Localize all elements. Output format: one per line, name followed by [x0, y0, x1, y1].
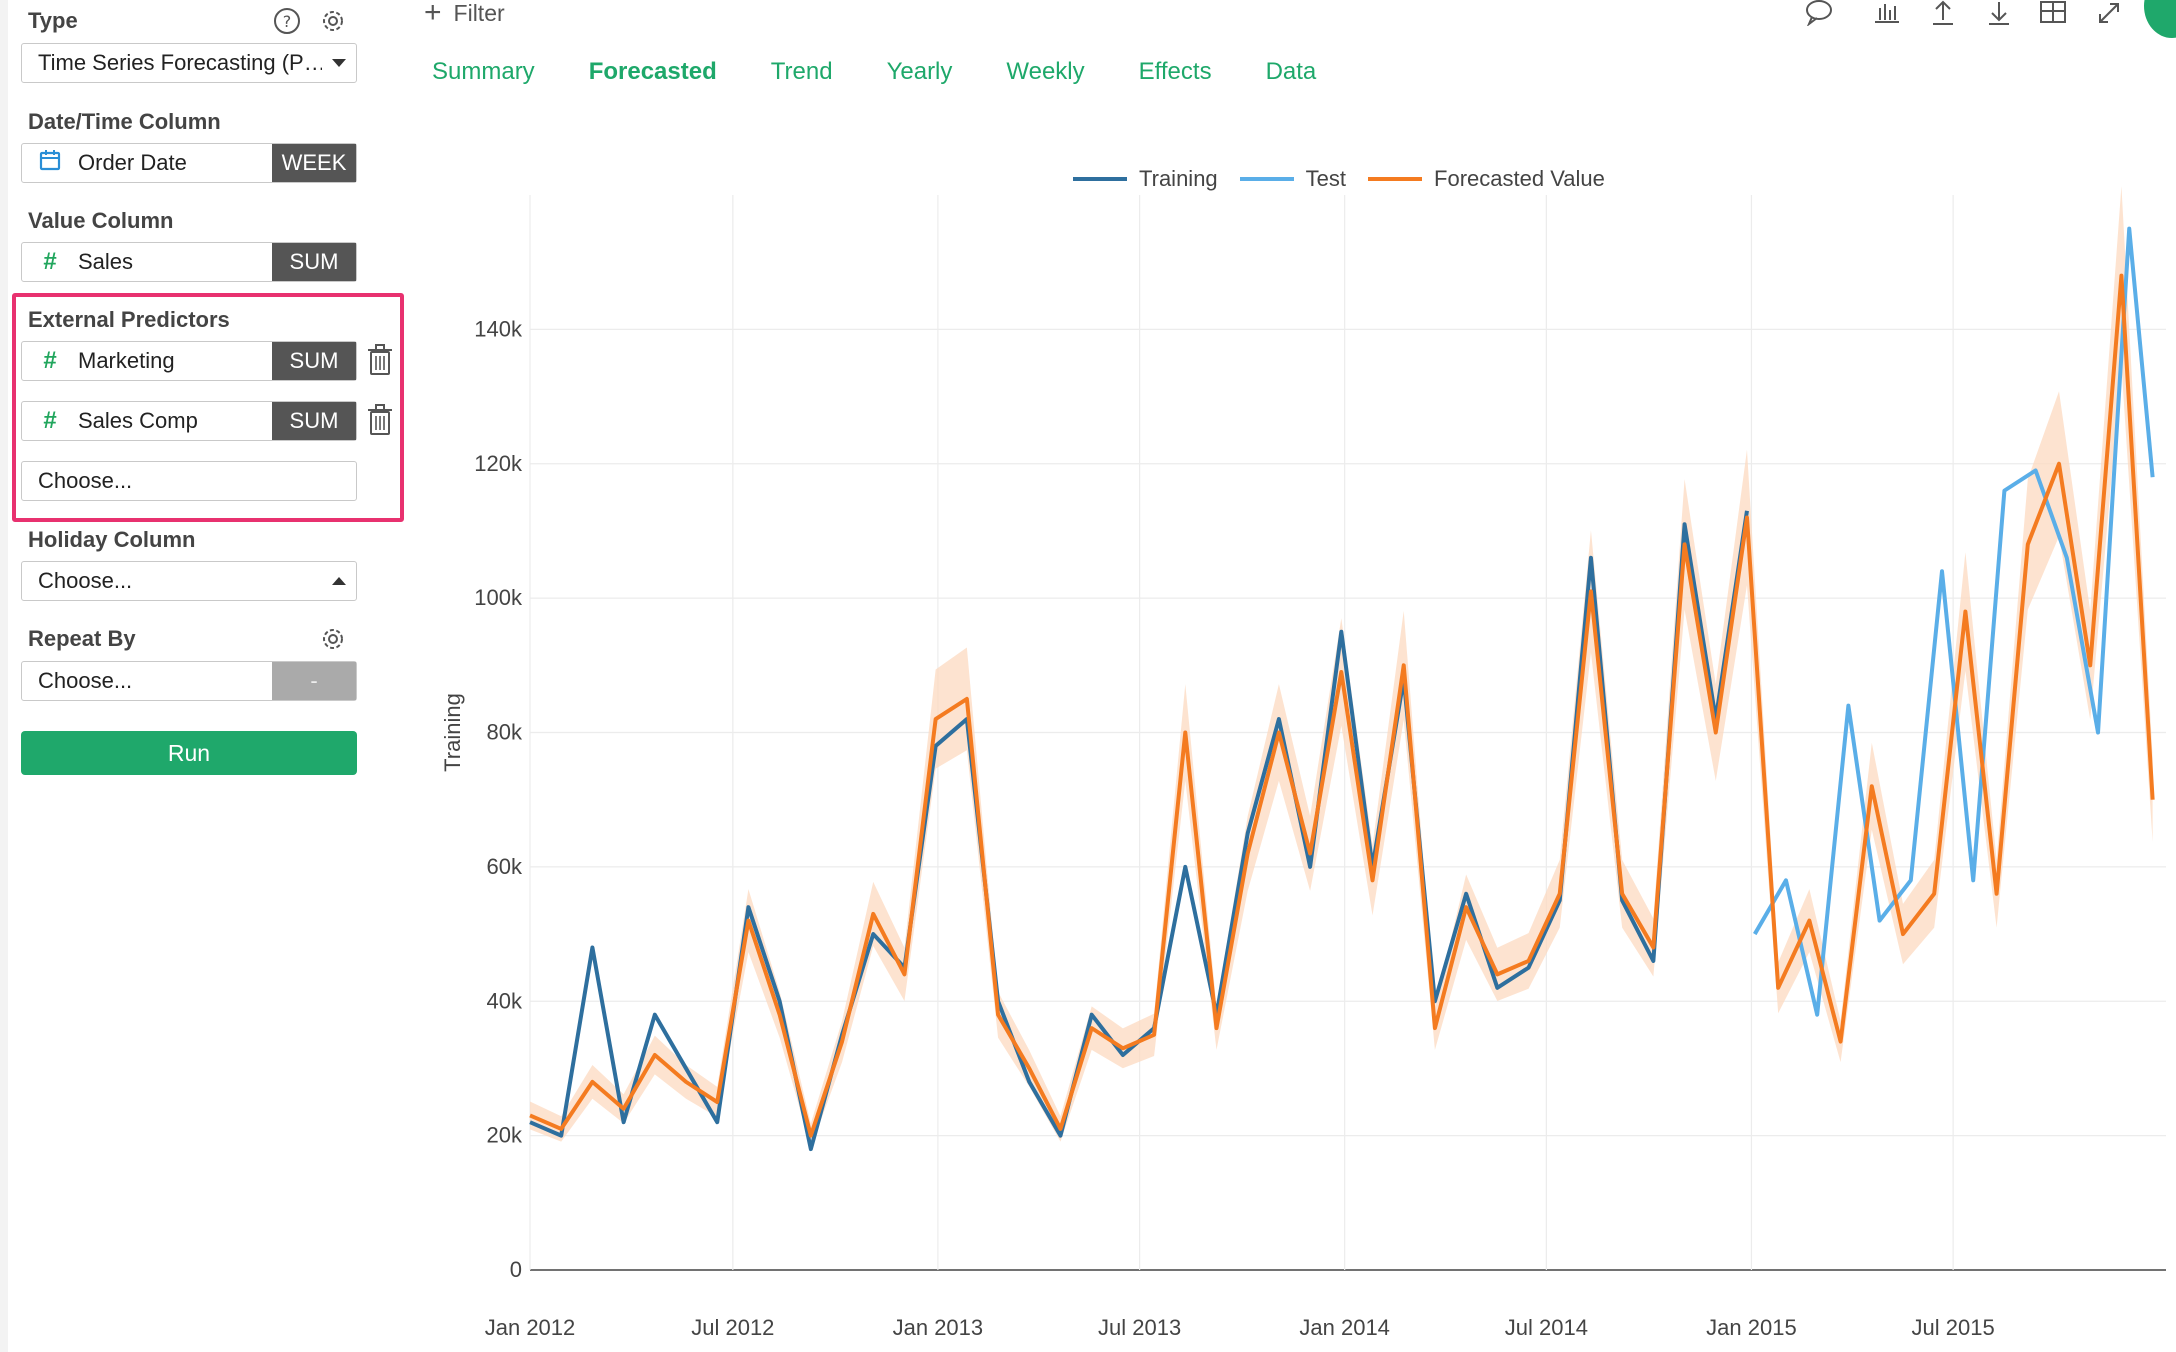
- expand-icon[interactable]: [2094, 0, 2124, 26]
- repeat-by-agg-button[interactable]: -: [272, 662, 356, 700]
- x-tick-label: Jul 2012: [691, 1315, 774, 1340]
- forecast-series-line: [529, 273, 2155, 1138]
- gear-icon[interactable]: [318, 624, 348, 654]
- repeat-by-select[interactable]: Choose... -: [21, 661, 357, 701]
- comment-icon[interactable]: [1804, 0, 1834, 26]
- tab-summary[interactable]: Summary: [432, 58, 535, 85]
- legend-swatch: [1073, 177, 1127, 181]
- filter-button[interactable]: + Filter: [424, 0, 505, 29]
- x-tick-label: Jul 2013: [1098, 1315, 1181, 1340]
- download-icon[interactable]: [1984, 0, 2014, 26]
- holiday-column-label: Holiday Column: [28, 527, 196, 552]
- table-icon[interactable]: [2038, 0, 2068, 26]
- datetime-label: Date/Time Column: [28, 109, 221, 134]
- tab-weekly[interactable]: Weekly: [1006, 58, 1085, 85]
- type-select-value: Time Series Forecasting (P…: [38, 50, 322, 75]
- trash-icon[interactable]: [366, 344, 394, 376]
- y-tick-label: 0: [510, 1257, 522, 1282]
- help-icon[interactable]: ?: [272, 6, 302, 36]
- y-tick-label: 140k: [474, 316, 523, 341]
- gear-icon[interactable]: [318, 6, 348, 36]
- y-tick-label: 20k: [487, 1123, 523, 1148]
- add-button[interactable]: [2144, 0, 2176, 38]
- x-tick-label: Jan 2013: [893, 1315, 984, 1340]
- predictor-name: Marketing: [78, 348, 175, 373]
- chevron-down-icon: [322, 59, 356, 67]
- external-predictors-label: External Predictors: [28, 307, 230, 332]
- holiday-column-select[interactable]: Choose...: [21, 561, 357, 601]
- tab-effects[interactable]: Effects: [1138, 58, 1212, 85]
- chevron-up-icon: [322, 577, 356, 585]
- y-tick-label: 120k: [474, 451, 523, 476]
- legend-label: Forecasted Value: [1434, 166, 1605, 191]
- y-tick-label: 100k: [474, 585, 523, 610]
- chart-legend: Training Test Forecasted Value: [1073, 164, 1627, 194]
- datetime-unit-button[interactable]: WEEK: [272, 144, 356, 182]
- filter-label: Filter: [453, 0, 505, 26]
- y-axis-title: Training: [440, 693, 465, 772]
- tab-trend[interactable]: Trend: [770, 58, 833, 85]
- x-tick-label: Jul 2015: [1912, 1315, 1995, 1340]
- legend-item-test[interactable]: Test: [1239, 166, 1347, 192]
- value-agg-button[interactable]: SUM: [272, 243, 356, 281]
- legend-swatch: [1239, 177, 1294, 181]
- legend-label: Training: [1139, 166, 1218, 191]
- value-column-value: Sales: [78, 249, 134, 274]
- numeric-hash-icon: #: [43, 347, 57, 374]
- bar-chart-icon[interactable]: [1872, 0, 1902, 26]
- predictor-field-1[interactable]: # Marketing SUM: [21, 341, 357, 381]
- trash-icon[interactable]: [366, 404, 394, 436]
- tab-forecasted[interactable]: Forecasted: [588, 58, 717, 85]
- legend-label: Test: [1305, 166, 1347, 191]
- value-column-label: Value Column: [28, 208, 174, 233]
- x-tick-label: Jan 2015: [1706, 1315, 1797, 1340]
- svg-text:?: ?: [283, 12, 292, 31]
- x-tick-label: Jan 2012: [485, 1315, 576, 1340]
- predictor-choose-placeholder: Choose...: [38, 468, 133, 493]
- y-tick-label: 80k: [487, 720, 523, 745]
- config-sidebar: Type ? Time Series Forecasting (P… Date/…: [0, 0, 404, 1352]
- result-tabs: Summary Forecasted Trend Yearly Weekly E…: [432, 58, 1370, 92]
- type-select[interactable]: Time Series Forecasting (P…: [21, 43, 357, 83]
- datetime-field[interactable]: Order Date WEEK: [21, 143, 357, 183]
- predictor-agg-button[interactable]: SUM: [272, 342, 356, 380]
- holiday-column-value: Choose...: [38, 568, 133, 593]
- legend-item-training[interactable]: Training: [1073, 166, 1218, 192]
- upload-icon[interactable]: [1928, 0, 1958, 26]
- numeric-hash-icon: #: [43, 407, 57, 434]
- run-button[interactable]: Run: [21, 731, 357, 775]
- calendar-icon: [22, 149, 78, 177]
- tab-yearly[interactable]: Yearly: [886, 58, 953, 85]
- repeat-by-label: Repeat By: [28, 626, 136, 651]
- forecast-uncertainty-band: [530, 186, 2153, 1148]
- predictor-field-2[interactable]: # Sales Comp SUM: [21, 401, 357, 441]
- predictor-name: Sales Comp: [78, 408, 198, 433]
- predictor-choose-select[interactable]: Choose...: [21, 461, 357, 501]
- legend-item-forecast[interactable]: Forecasted Value: [1368, 166, 1605, 192]
- forecast-chart: 0 20k 40k 60k 80k 100k 120k 140k Jan 2012 Jul 201…: [440, 186, 2166, 1340]
- tab-data[interactable]: Data: [1265, 58, 1317, 85]
- external-predictors-highlight: [12, 293, 404, 522]
- x-tick-label: Jul 2014: [1505, 1315, 1588, 1340]
- value-column-field[interactable]: # Sales SUM: [21, 242, 357, 282]
- sidebar-edge: [0, 0, 8, 1352]
- datetime-field-value: Order Date: [78, 150, 187, 175]
- x-tick-label: Jan 2014: [1299, 1315, 1390, 1340]
- legend-swatch: [1368, 177, 1423, 181]
- predictor-agg-button[interactable]: SUM: [272, 402, 356, 440]
- numeric-hash-icon: #: [43, 248, 57, 275]
- repeat-by-value: Choose...: [38, 668, 133, 693]
- y-tick-label: 40k: [487, 988, 523, 1013]
- y-tick-label: 60k: [487, 854, 523, 879]
- plus-icon: +: [424, 0, 442, 29]
- type-label: Type: [28, 8, 78, 33]
